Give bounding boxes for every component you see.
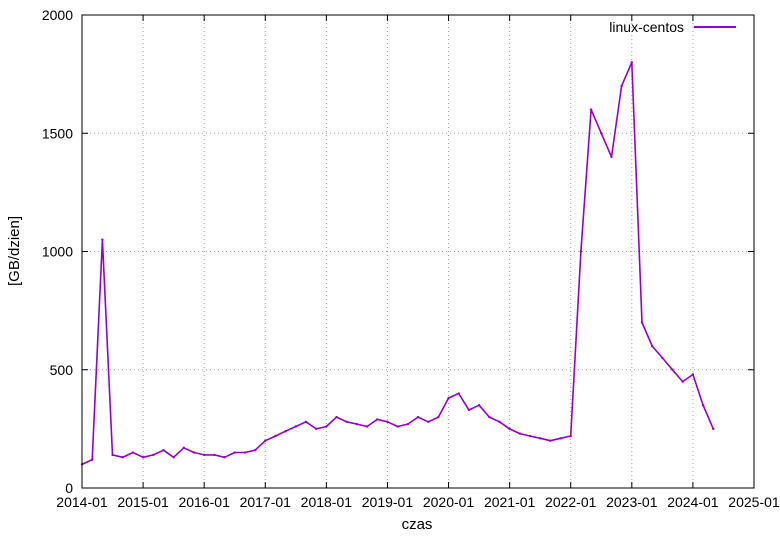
data-point xyxy=(304,420,308,423)
data-point xyxy=(589,108,593,111)
x-tick-label: 2020-01 xyxy=(423,494,475,510)
y-tick-label: 1000 xyxy=(42,244,73,260)
data-point xyxy=(264,439,267,442)
data-point xyxy=(202,453,206,457)
data-point xyxy=(610,155,613,159)
data-point xyxy=(243,451,247,454)
x-tick-label: 2025-01 xyxy=(728,494,780,510)
data-point xyxy=(345,420,348,423)
y-axis-label: [GB/dzien] xyxy=(6,216,23,286)
x-tick-label: 2014-01 xyxy=(56,494,108,510)
data-point xyxy=(131,451,135,454)
data-point xyxy=(365,425,369,428)
data-point xyxy=(355,422,359,426)
data-point xyxy=(213,453,216,457)
data-point xyxy=(162,448,165,452)
x-tick-label: 2023-01 xyxy=(606,494,658,510)
x-tick-label: 2024-01 xyxy=(667,494,719,510)
data-point xyxy=(518,432,522,435)
data-point xyxy=(325,425,328,428)
y-tick-label: 2000 xyxy=(42,7,73,23)
data-point xyxy=(376,418,379,421)
x-tick-label: 2016-01 xyxy=(178,494,230,510)
data-point xyxy=(426,420,430,423)
x-tick-label: 2018-01 xyxy=(301,494,353,510)
data-point xyxy=(620,84,623,88)
data-point xyxy=(152,453,155,457)
data-point xyxy=(182,446,186,449)
data-point xyxy=(569,434,572,438)
data-point xyxy=(294,425,298,428)
data-point xyxy=(457,392,460,395)
data-point xyxy=(579,250,583,253)
plot-area xyxy=(80,61,715,466)
data-point xyxy=(600,132,603,135)
y-tick-label: 1500 xyxy=(42,125,73,141)
legend: linux-centos xyxy=(609,19,736,35)
data-point xyxy=(101,238,104,241)
data-point xyxy=(223,456,226,459)
data-point xyxy=(386,420,389,423)
x-tick-label: 2015-01 xyxy=(117,494,169,510)
data-point xyxy=(681,380,684,383)
data-point xyxy=(447,396,450,400)
x-tick-label: 2021-01 xyxy=(484,494,536,510)
y-tick-label: 500 xyxy=(50,362,74,378)
data-point xyxy=(111,453,114,457)
x-tick-label: 2017-01 xyxy=(240,494,292,510)
data-point xyxy=(396,425,399,428)
data-point xyxy=(488,415,491,419)
data-point xyxy=(284,430,287,433)
data-point xyxy=(538,437,542,440)
grid-lines xyxy=(82,15,754,488)
series-line xyxy=(81,61,715,466)
data-point xyxy=(640,321,644,324)
axis-ticks: 2014-01 2015-01 2016-01 2017-01 2018-01 2019-… xyxy=(42,7,780,510)
data-point xyxy=(477,404,481,407)
plot-frame xyxy=(81,14,755,489)
data-point xyxy=(467,408,471,412)
data-point xyxy=(335,415,338,419)
data-point xyxy=(498,420,501,423)
data-point xyxy=(559,437,562,440)
data-point xyxy=(253,448,257,452)
data-point xyxy=(192,451,196,454)
data-point xyxy=(121,456,124,459)
data-point xyxy=(437,415,440,419)
legend-label: linux-centos xyxy=(609,19,684,35)
data-point xyxy=(650,344,654,348)
data-point xyxy=(233,451,236,454)
data-point xyxy=(691,373,695,376)
data-point xyxy=(406,422,410,426)
data-point xyxy=(172,456,175,459)
data-point xyxy=(416,415,420,419)
data-point xyxy=(314,427,318,431)
x-axis-label: czas xyxy=(402,516,433,533)
data-point xyxy=(508,427,511,431)
data-point xyxy=(141,456,145,459)
data-point xyxy=(274,434,277,438)
y-tick-label: 0 xyxy=(65,480,73,496)
data-point xyxy=(661,356,664,360)
data-point xyxy=(701,404,705,407)
x-tick-label: 2019-01 xyxy=(362,494,414,510)
data-point xyxy=(528,434,532,438)
data-point xyxy=(90,458,94,461)
data-point xyxy=(549,439,552,442)
data-point xyxy=(712,427,715,431)
data-point xyxy=(671,368,674,371)
data-point xyxy=(630,61,634,64)
x-tick-label: 2022-01 xyxy=(545,494,597,510)
